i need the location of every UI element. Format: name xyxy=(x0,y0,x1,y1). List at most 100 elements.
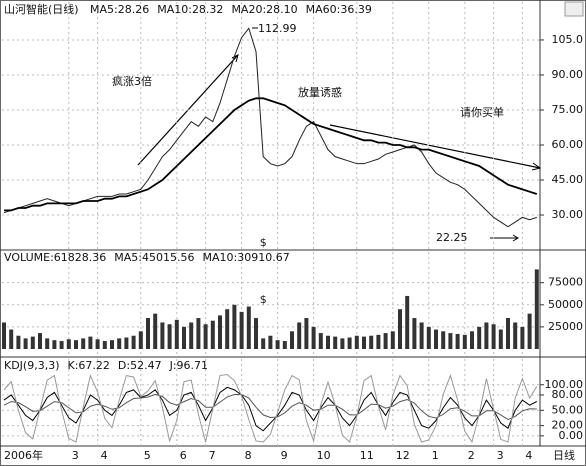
period-label: 日线 xyxy=(553,448,575,462)
trend-arrow xyxy=(329,124,541,169)
volume-bar xyxy=(426,326,431,349)
scroll-button[interactable] xyxy=(564,1,584,17)
volume-bar xyxy=(290,331,294,349)
volume-bar xyxy=(383,333,388,349)
volume-bar xyxy=(326,335,330,349)
header-label: D:52.47 xyxy=(118,359,162,372)
volume-bar xyxy=(369,335,374,349)
volume-bar xyxy=(146,318,150,349)
volume-bar xyxy=(218,315,222,349)
y-tick-label: 100.00 xyxy=(545,378,584,391)
y-tick-label: 30.00 xyxy=(552,208,584,221)
y-tick-label: 20.00 xyxy=(552,419,584,432)
volume-bar xyxy=(448,333,453,349)
volume-bar xyxy=(333,336,338,349)
annotation: 22.25 xyxy=(436,231,468,244)
series-line xyxy=(3,27,537,228)
arrow-head xyxy=(531,162,542,171)
volume-bar xyxy=(498,329,503,349)
split-marker: $ xyxy=(260,293,267,306)
y-tick-label: 0.00 xyxy=(559,429,584,442)
annotation: 112.99 xyxy=(258,22,297,35)
chart-title: 山河智能(日线) xyxy=(4,2,79,16)
header-label: MA10:28.32 xyxy=(157,3,223,16)
volume-bar xyxy=(66,339,71,349)
volume-bar xyxy=(239,311,244,349)
volume-bar xyxy=(124,337,129,349)
series-line xyxy=(3,393,537,421)
x-tick-label: 4 xyxy=(525,449,532,462)
volume-bar xyxy=(470,331,474,349)
volume-bar xyxy=(462,334,467,349)
volume-bar xyxy=(203,324,208,349)
y-tick-label: 90.00 xyxy=(552,68,584,81)
volume-bar xyxy=(297,322,302,349)
header-label: MA20:28.10 xyxy=(231,3,297,16)
header-label: MA5:45015.56 xyxy=(114,251,194,264)
x-tick-label: 5 xyxy=(144,449,151,462)
volume-bar xyxy=(434,329,438,349)
volume-bar xyxy=(81,338,86,349)
header-label: MA10:30910.67 xyxy=(202,251,289,264)
volume-bar xyxy=(189,322,194,349)
volume-bar xyxy=(527,313,532,349)
annotation: 疯涨3倍 xyxy=(112,74,152,88)
volume-bar xyxy=(210,320,215,349)
volume-bar xyxy=(59,341,64,349)
volume-bar xyxy=(9,329,14,349)
volume-bar xyxy=(160,322,165,349)
header-label: KDJ(9,3,3) xyxy=(4,359,60,372)
volume-bar xyxy=(534,269,539,349)
volume-bar xyxy=(45,338,50,349)
volume-bar xyxy=(484,322,489,349)
header-label: MA5:28.26 xyxy=(90,3,149,16)
y-tick-label: 105.0 xyxy=(552,33,584,46)
x-tick-label: 7 xyxy=(209,449,216,462)
volume-bar xyxy=(318,333,323,349)
x-tick-label: 8 xyxy=(245,449,252,462)
volume-bar xyxy=(88,336,93,349)
x-tick-label: 10 xyxy=(317,449,331,462)
volume-bar xyxy=(174,319,179,349)
volume-bar xyxy=(38,333,42,349)
annotation: 请你买单 xyxy=(460,106,504,119)
volume-bar xyxy=(340,338,345,349)
y-tick-label: 80.00 xyxy=(552,388,584,401)
volume-bar xyxy=(275,340,280,349)
x-tick-label: 12 xyxy=(396,449,410,462)
volume-bar xyxy=(110,340,114,349)
volume-bar xyxy=(196,318,201,349)
volume-bar xyxy=(254,318,258,349)
volume-bar xyxy=(232,304,237,349)
volume-bar xyxy=(398,309,402,349)
volume-bar xyxy=(347,337,352,349)
volume-bar xyxy=(131,335,136,349)
volume-bar xyxy=(138,331,143,349)
x-tick-label: 3 xyxy=(72,449,79,462)
arrow-head xyxy=(512,234,519,242)
y-tick-label: 60.00 xyxy=(552,138,584,151)
x-tick-label: 11 xyxy=(360,449,374,462)
volume-bar xyxy=(30,336,35,349)
y-tick-label: 50000 xyxy=(548,298,583,311)
header-label: VOLUME:61828.36 xyxy=(4,251,106,264)
header-label: K:67.22 xyxy=(68,359,110,372)
volume-bar xyxy=(261,338,266,349)
volume-bar xyxy=(477,326,482,349)
x-tick-label: 3 xyxy=(497,449,504,462)
volume-bar xyxy=(268,335,273,349)
y-tick-label: 75000 xyxy=(548,276,583,289)
volume-bar xyxy=(362,336,366,349)
volume-bar xyxy=(441,331,446,349)
y-tick-label: 45.00 xyxy=(552,173,584,186)
x-tick-label: 6 xyxy=(180,449,187,462)
volume-bar xyxy=(412,318,417,349)
header-label: J:96.71 xyxy=(169,359,208,372)
volume-bar xyxy=(74,340,78,349)
volume-bar xyxy=(491,324,496,349)
volume-bar xyxy=(153,313,158,349)
y-tick-label: 75.00 xyxy=(552,103,584,116)
series-line xyxy=(4,97,538,212)
